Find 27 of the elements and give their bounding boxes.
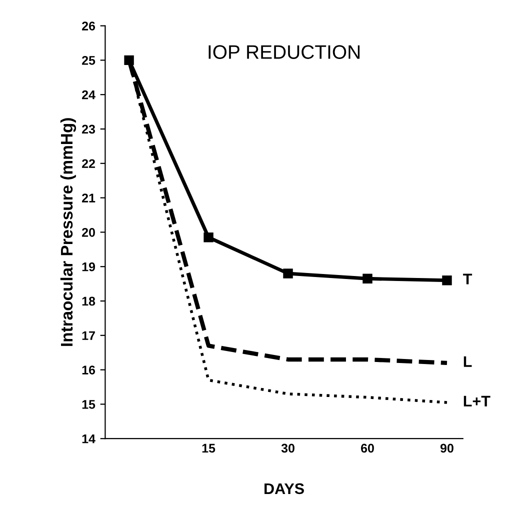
y-tick-label: 23 [82,124,96,134]
y-tick-label: 18 [82,296,96,306]
point [204,232,214,242]
y-tick-label: 22 [82,159,95,168]
text: IOP REDUCTION [208,45,360,59]
series-label: L [464,356,472,367]
point [362,274,372,284]
point [283,268,293,278]
y-tick-label: 15 [82,400,96,409]
series-label: L+T [464,396,490,406]
x-tick-label: 30 [281,444,294,453]
y-tick-label: 20 [82,228,95,237]
y-tick-label: 26 [82,22,96,30]
x-tick-label: 15 [202,444,216,453]
y-tick-label: 24 [82,90,96,100]
y-tick-label: 25 [82,56,96,65]
point [442,276,452,286]
y-tick-label: 16 [82,366,96,374]
x-axis-title: DAYS [264,483,304,494]
y-tick-label: 19 [82,262,96,272]
y-tick-label: 17 [82,331,95,340]
y-axis-title: Intraocular Pressure (mmHg) [60,118,76,346]
y-tick-label: 14 [82,434,96,444]
y-tick-label: 21 [82,194,96,202]
x-tick-label: 90 [440,444,454,453]
x-tick-label: 60 [361,444,374,453]
series-label: T [463,274,472,284]
